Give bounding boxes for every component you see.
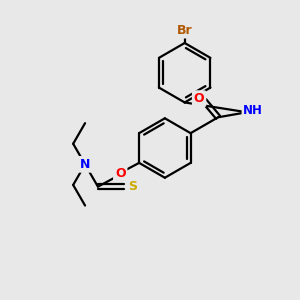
Text: S: S [128,180,137,193]
Text: O: O [194,92,204,105]
Text: NH: NH [243,104,263,117]
Text: Br: Br [177,24,193,37]
Text: N: N [80,158,90,171]
Text: O: O [115,167,126,180]
